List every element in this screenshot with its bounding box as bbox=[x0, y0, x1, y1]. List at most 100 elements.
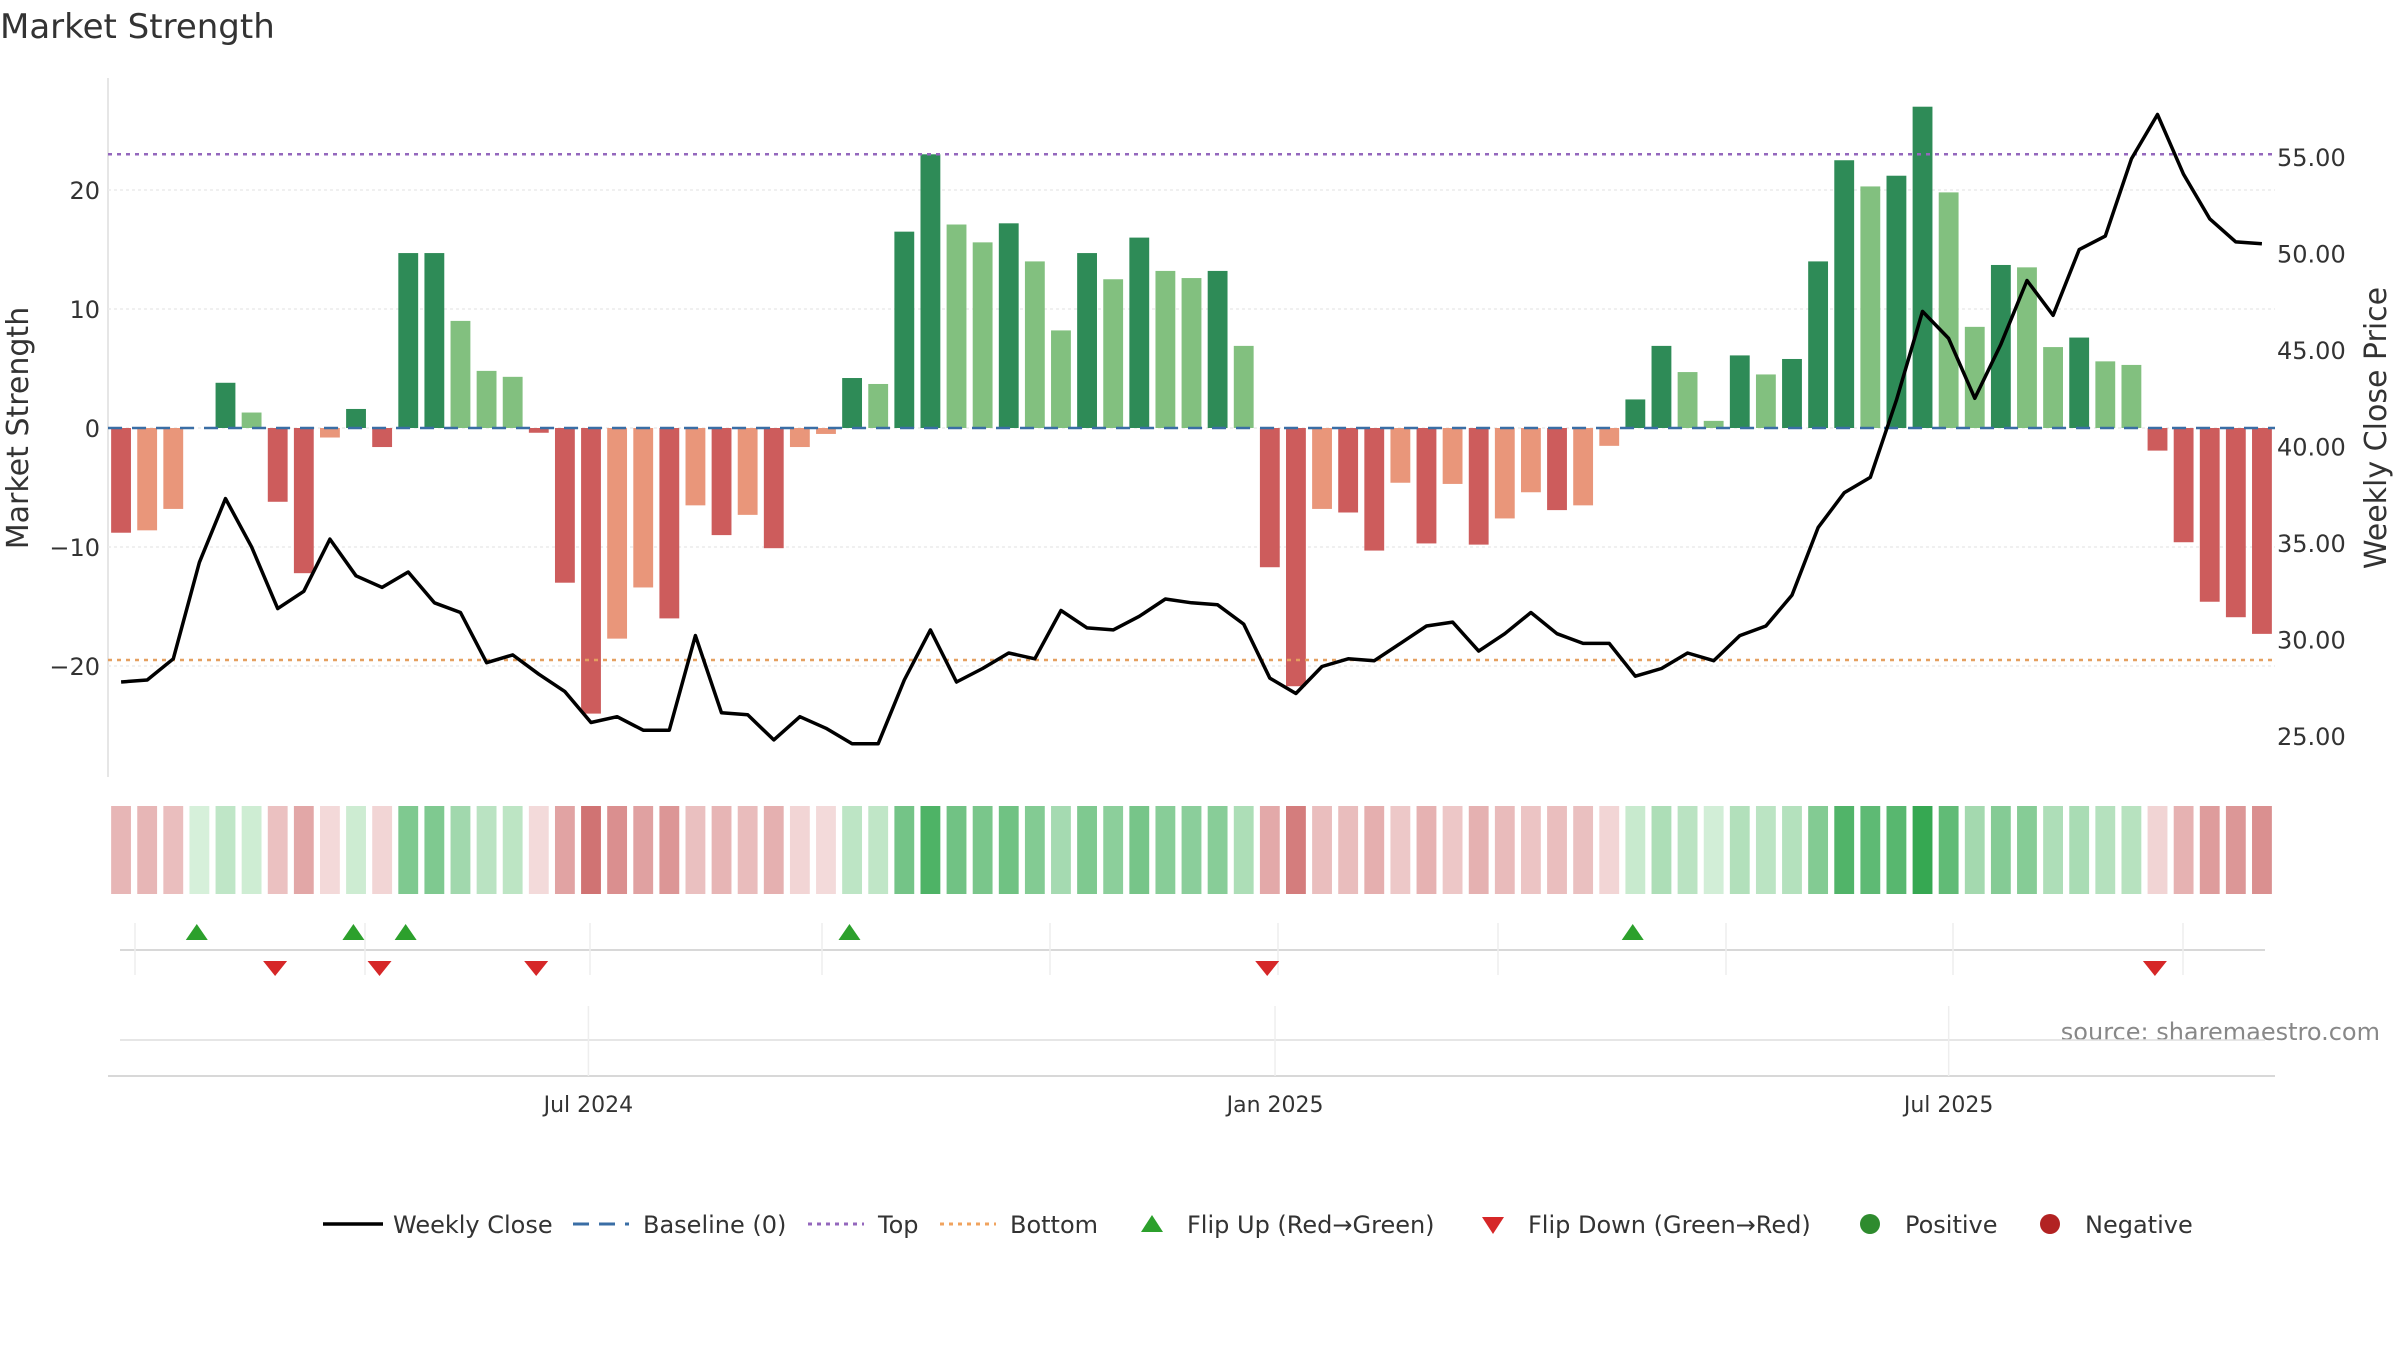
heat-cell bbox=[1312, 806, 1332, 894]
legend-label: Bottom bbox=[1010, 1211, 1098, 1239]
strength-bar bbox=[2173, 428, 2194, 543]
strength-bar bbox=[1181, 278, 1202, 428]
heat-cell bbox=[607, 806, 628, 894]
strength-bar bbox=[1416, 428, 1437, 544]
strength-bar bbox=[554, 428, 575, 583]
heat-cell bbox=[789, 806, 810, 894]
strength-bar bbox=[1390, 428, 1411, 483]
heat-cell bbox=[2147, 806, 2168, 894]
heat-cell bbox=[763, 806, 784, 894]
y-tick-label: 20 bbox=[69, 177, 100, 205]
heat-cell bbox=[1808, 806, 1829, 894]
y2-tick-label: 40.00 bbox=[2277, 434, 2346, 462]
heat-cell bbox=[816, 806, 836, 894]
flip-up-marker bbox=[185, 924, 208, 940]
heat-cell bbox=[972, 806, 993, 894]
strength-bar bbox=[607, 428, 628, 639]
heat-cell bbox=[2173, 806, 2194, 894]
strength-bar bbox=[920, 154, 941, 429]
strength-bar bbox=[1782, 358, 1802, 428]
strength-bar bbox=[111, 428, 131, 533]
heat-cell bbox=[1547, 806, 1567, 894]
strength-bar bbox=[1051, 330, 1071, 428]
heat-cell bbox=[1077, 806, 1097, 894]
y2-tick-label: 30.00 bbox=[2277, 627, 2346, 655]
heat-cell bbox=[137, 806, 158, 894]
legend-circle-icon bbox=[1860, 1214, 1880, 1234]
flip-down-icon bbox=[1482, 1217, 1504, 1234]
strength-bar bbox=[2252, 428, 2272, 634]
heat-cell bbox=[737, 806, 758, 894]
heat-cell bbox=[398, 806, 419, 894]
heat-cell bbox=[1181, 806, 1202, 894]
heat-cell bbox=[1051, 806, 1071, 894]
strength-bar bbox=[816, 428, 836, 434]
heat-cell bbox=[1338, 806, 1359, 894]
heat-cell bbox=[320, 806, 340, 894]
heat-cell bbox=[633, 806, 654, 894]
heat-cell bbox=[1390, 806, 1411, 894]
heat-cell bbox=[424, 806, 445, 894]
price-line-layer bbox=[120, 112, 2263, 746]
heat-cell bbox=[1964, 806, 1985, 894]
heat-cell bbox=[2121, 806, 2142, 894]
legend-label: Positive bbox=[1905, 1211, 1998, 1239]
strength-bar bbox=[998, 223, 1019, 428]
flip-down-marker bbox=[1255, 961, 1280, 976]
heat-cell bbox=[1468, 806, 1489, 894]
heat-cell bbox=[1886, 806, 1907, 894]
heat-cell bbox=[1286, 806, 1306, 894]
heat-cell bbox=[163, 806, 184, 894]
heat-cell bbox=[1442, 806, 1463, 894]
heat-cell bbox=[1651, 806, 1672, 894]
strength-bar bbox=[1494, 428, 1515, 519]
heat-cell bbox=[1024, 806, 1045, 894]
strength-bar bbox=[320, 428, 340, 438]
strength-bar bbox=[2199, 428, 2220, 602]
strength-bar bbox=[1573, 428, 1594, 506]
strength-bar bbox=[894, 231, 915, 428]
heat-cell bbox=[293, 806, 314, 894]
heat-cell bbox=[554, 806, 575, 894]
heat-cell bbox=[2043, 806, 2063, 894]
y-tick-label: 0 bbox=[85, 415, 100, 443]
flip-up-marker bbox=[1621, 924, 1644, 940]
heat-cell bbox=[1677, 806, 1698, 894]
strength-bar bbox=[1651, 345, 1672, 428]
heat-cell bbox=[267, 806, 288, 894]
strength-bar bbox=[372, 428, 393, 448]
strength-bar bbox=[2069, 337, 2090, 428]
strength-bar bbox=[398, 253, 419, 428]
heat-cell bbox=[2252, 806, 2272, 894]
strength-bar bbox=[1442, 428, 1463, 484]
strength-bar bbox=[737, 428, 758, 515]
y2-ticks: 25.00 30.00 35.00 40.00 45.00 50.00 55.00 bbox=[2277, 144, 2346, 751]
strength-bar bbox=[1599, 428, 1620, 446]
y2-tick-label: 45.00 bbox=[2277, 337, 2346, 365]
strength-bar bbox=[1625, 399, 1646, 428]
heat-cell bbox=[894, 806, 915, 894]
heat-cell bbox=[528, 806, 549, 894]
strength-bar bbox=[1077, 253, 1097, 428]
flip-up-marker bbox=[394, 924, 417, 940]
heat-cell bbox=[1729, 806, 1750, 894]
strength-bar bbox=[450, 320, 471, 428]
strength-bar bbox=[215, 382, 236, 428]
flip-up-marker bbox=[342, 924, 365, 940]
strength-bar bbox=[476, 370, 497, 428]
y2-tick-label: 50.00 bbox=[2277, 241, 2346, 269]
legend: Weekly Close Baseline (0) Top Bottom Flip Up… bbox=[323, 1211, 2193, 1239]
strength-bar bbox=[1938, 192, 1959, 428]
legend-label: Flip Up (Red→Green) bbox=[1187, 1211, 1435, 1239]
strength-bar bbox=[868, 383, 889, 428]
heat-cell bbox=[2069, 806, 2090, 894]
heat-cell bbox=[1782, 806, 1802, 894]
strength-bar bbox=[659, 428, 680, 619]
strength-bar bbox=[1207, 270, 1228, 428]
heat-cell bbox=[998, 806, 1019, 894]
heat-cell bbox=[1520, 806, 1541, 894]
strength-bar bbox=[972, 242, 993, 428]
strength-bar bbox=[346, 408, 366, 428]
strength-bar bbox=[1312, 428, 1332, 509]
strength-bar bbox=[241, 412, 262, 428]
